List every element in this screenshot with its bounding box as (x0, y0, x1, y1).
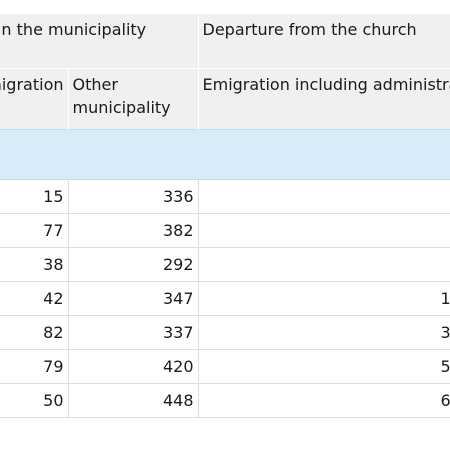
cell-immigration: 15 (0, 179, 68, 214)
cell-immigration: 79 (0, 349, 68, 384)
table-row: 7942059 (0, 349, 450, 384)
cell-immigration: 42 (0, 281, 68, 316)
cell-other-municipality: 336 (67, 179, 198, 214)
section-band-row (0, 129, 450, 179)
cell-immigration: 77 (0, 213, 68, 248)
column-header-immigration: Immigration (0, 68, 68, 129)
column-header-other-municipality: Other municipality (67, 68, 198, 129)
cell-emigration (197, 213, 450, 248)
cell-emigration: 18 (197, 281, 450, 316)
cell-other-municipality: 292 (67, 247, 198, 282)
cell-other-municipality: 347 (67, 281, 198, 316)
statistics-table: Establishment in the municipality Depart… (0, 14, 450, 418)
cell-emigration: 59 (197, 349, 450, 384)
cell-immigration: 82 (0, 315, 68, 350)
table-row: 15 336 (0, 179, 450, 214)
table-row: 8233730 (0, 315, 450, 350)
table-row: 77 382 (0, 213, 450, 248)
cell-other-municipality: 337 (67, 315, 198, 350)
group-header-establishment: Establishment in the municipality (0, 14, 198, 69)
cell-other-municipality: 420 (67, 349, 198, 384)
cell-emigration: 67 (197, 383, 450, 418)
cell-immigration: 38 (0, 247, 68, 282)
cell-emigration (197, 247, 450, 282)
cell-other-municipality: 448 (67, 383, 198, 418)
section-band (0, 129, 450, 179)
cell-emigration: 30 (197, 315, 450, 350)
table-row: 38 292 (0, 247, 450, 282)
cell-emigration (197, 179, 450, 214)
table-row: 5044867 (0, 383, 450, 418)
statistics-table-container: Establishment in the municipality Depart… (0, 14, 450, 418)
group-header-departure: Departure from the church (197, 14, 450, 69)
group-header-row: Establishment in the municipality Depart… (0, 14, 450, 69)
column-header-emigration: Emigration including administrative c ..… (197, 68, 450, 129)
cell-other-municipality: 382 (67, 213, 198, 248)
cell-immigration: 50 (0, 383, 68, 418)
column-header-row: Immigration Other municipality Emigratio… (0, 68, 450, 129)
